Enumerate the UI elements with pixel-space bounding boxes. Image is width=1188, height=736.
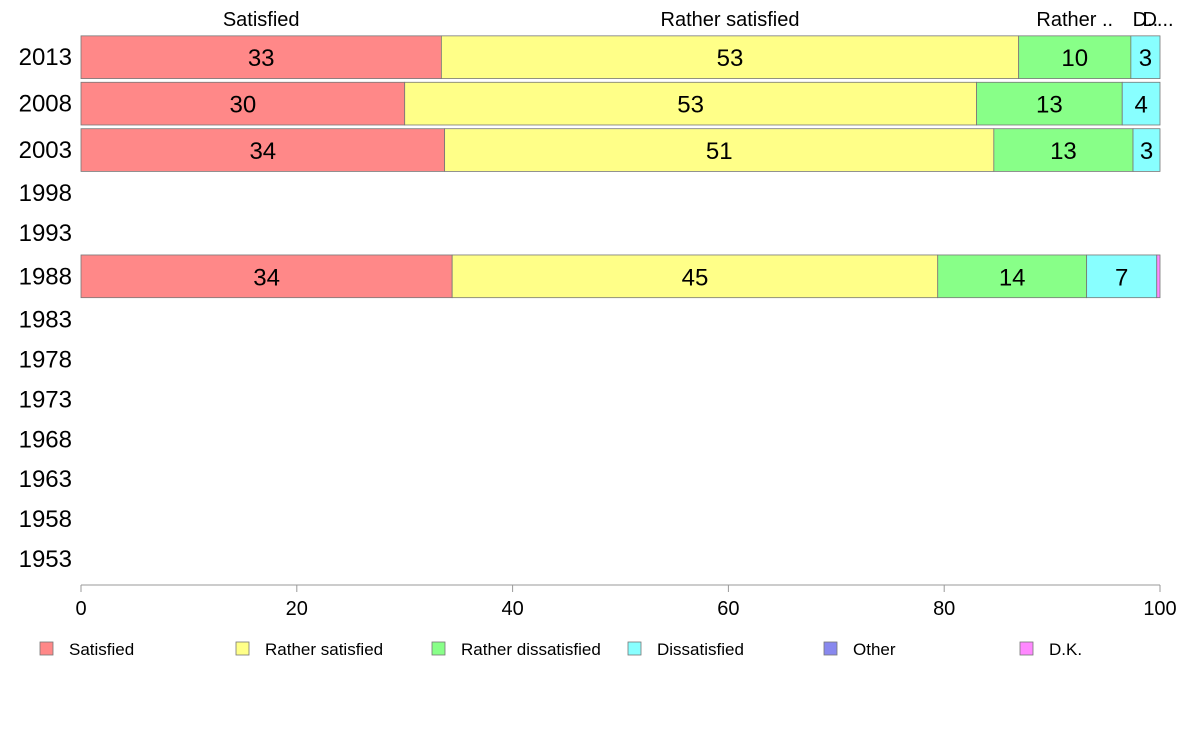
legend-swatch: [431, 641, 446, 656]
bar-segment: [451, 254, 939, 299]
legend-swatch: [627, 641, 642, 656]
top-labels: Satisfied Rather satisfied Rather .. D..D..…: [223, 9, 1174, 31]
bar-segment: [1156, 254, 1161, 299]
y-tick-label: 1973: [19, 386, 72, 413]
x-tick-label: 80: [933, 598, 955, 620]
top-series-label: Rather ..: [1036, 9, 1113, 31]
data-label: 3: [1140, 138, 1153, 165]
y-tick-label: 1998: [19, 180, 72, 207]
legend-swatch: [39, 641, 54, 656]
legend-swatch: [823, 641, 838, 656]
bars: 33 53 10 3 30 53 13 4 34 51 13 3 34 45 14 7: [80, 35, 1161, 299]
legend-label: Satisfied: [69, 640, 134, 659]
bar-segment: [1130, 35, 1161, 79]
data-label: 45: [682, 264, 709, 291]
y-tick-label: 1993: [19, 220, 72, 247]
data-label: 30: [229, 92, 256, 119]
y-tick-label: 1958: [19, 506, 72, 533]
data-label: 53: [677, 92, 704, 119]
y-axis-labels: 2013 2008 2003 1998 1993 1988 1983 1978 1973 1968…: [19, 44, 72, 573]
x-tick-label: 40: [501, 598, 523, 620]
bar-segment: [976, 81, 1123, 126]
data-label: 3: [1139, 45, 1152, 72]
y-tick-label: 2008: [19, 91, 72, 118]
y-tick-label: 1968: [19, 426, 72, 453]
bar-segment: [440, 35, 1020, 79]
data-label: 34: [249, 138, 276, 165]
bar-segment: [80, 254, 453, 299]
bar-segment: [1132, 128, 1161, 172]
legend-label: D.K.: [1049, 640, 1082, 659]
bar-segment: [1121, 81, 1161, 126]
bar-segment: [993, 128, 1134, 172]
legend-label: Dissatisfied: [657, 640, 744, 659]
data-label: 33: [248, 45, 275, 72]
data-label: 51: [706, 138, 733, 165]
y-tick-label: 1963: [19, 466, 72, 493]
legend-label: Other: [853, 640, 896, 659]
data-label: 13: [1050, 138, 1077, 165]
y-tick-label: 1988: [19, 263, 72, 290]
data-label: 10: [1061, 45, 1088, 72]
x-tick-label: 60: [717, 598, 739, 620]
bar-segment: [80, 81, 406, 126]
data-label: 13: [1036, 92, 1063, 119]
y-tick-label: 2013: [19, 44, 72, 71]
legend-label: Rather satisfied: [265, 640, 383, 659]
bar-segment: [937, 254, 1088, 299]
x-tick-label: 0: [75, 598, 86, 620]
legend: Satisfied Rather satisfied Rather dissatis…: [39, 640, 1082, 659]
bar-segment: [444, 128, 995, 172]
legend-swatch: [1019, 641, 1034, 656]
top-series-label: D...: [1142, 9, 1173, 31]
data-label: 4: [1134, 92, 1147, 119]
y-tick-label: 2003: [19, 137, 72, 164]
data-label: 34: [253, 264, 280, 291]
y-tick-label: 1978: [19, 346, 72, 373]
bar-segment: [80, 128, 446, 172]
y-tick-label: 1953: [19, 546, 72, 573]
legend-label: Rather dissatisfied: [461, 640, 601, 659]
data-label: 53: [717, 45, 744, 72]
data-label: 14: [999, 264, 1026, 291]
top-series-label: D..: [1133, 9, 1159, 31]
top-series-label: Satisfied: [223, 9, 300, 31]
top-series-label: Rather satisfied: [661, 9, 800, 31]
x-tick-label: 20: [286, 598, 308, 620]
y-tick-label: 1983: [19, 306, 72, 333]
x-tick-label: 100: [1143, 598, 1176, 620]
legend-swatch: [235, 641, 250, 656]
bar-segment: [404, 81, 977, 126]
data-label: 7: [1115, 264, 1128, 291]
x-axis: 0 20 40 60 80 100: [75, 584, 1177, 620]
